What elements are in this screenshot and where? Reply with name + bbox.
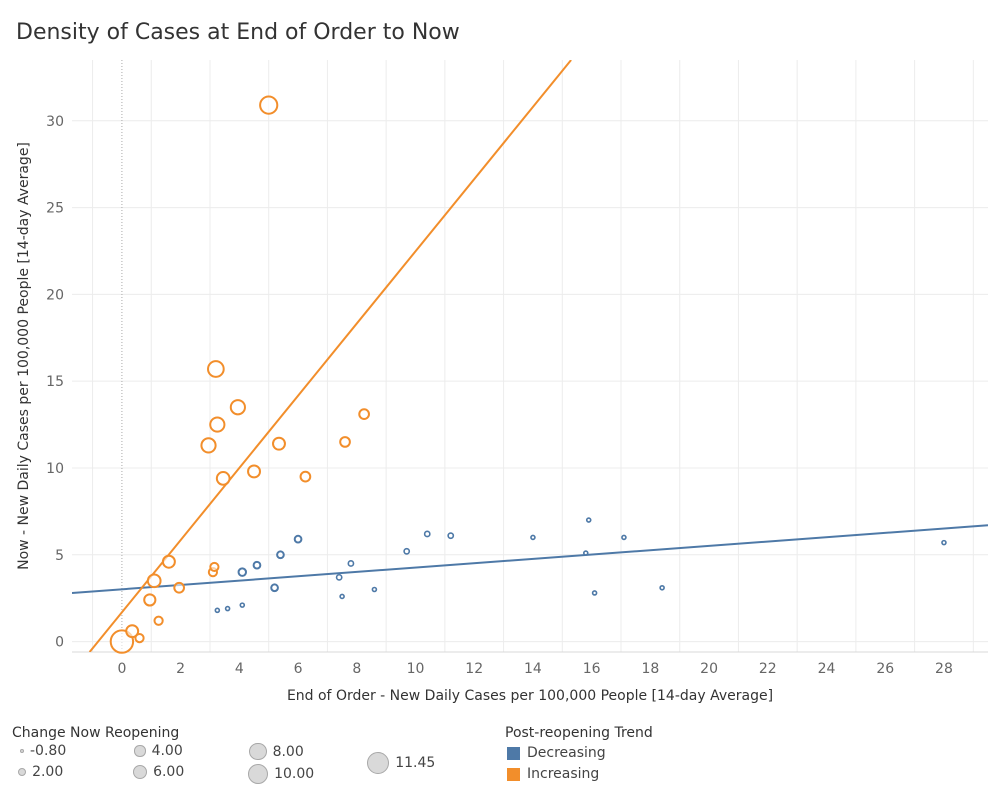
data-point-increasing bbox=[229, 399, 246, 416]
color-legend-label: Decreasing bbox=[527, 745, 606, 761]
data-point-increasing bbox=[215, 471, 231, 486]
data-point-increasing bbox=[161, 554, 176, 569]
data-point-decreasing bbox=[224, 605, 231, 612]
data-point-decreasing bbox=[423, 530, 431, 538]
size-legend-item: 2.00 bbox=[17, 764, 64, 780]
color-legend-item-decreasing: Decreasing bbox=[507, 745, 606, 761]
data-point-increasing bbox=[125, 624, 140, 639]
data-point-increasing bbox=[173, 581, 186, 594]
size-legend-item: 11.45 bbox=[366, 751, 436, 775]
x-tick-label: 16 bbox=[583, 661, 601, 677]
color-legend-label: Increasing bbox=[527, 766, 600, 782]
data-point-decreasing bbox=[585, 517, 592, 523]
y-tick-label: 15 bbox=[46, 374, 64, 390]
size-legend-label: 11.45 bbox=[395, 755, 436, 771]
data-point-decreasing bbox=[237, 567, 248, 577]
y-axis-label: Now - New Daily Cases per 100,000 People… bbox=[16, 142, 32, 570]
size-legend-title: Change Now Reopening bbox=[12, 725, 180, 741]
size-legend-circle bbox=[247, 764, 269, 785]
data-point-increasing bbox=[299, 470, 312, 483]
size-legend-item: -0.80 bbox=[20, 743, 66, 759]
data-point-increasing bbox=[153, 615, 164, 626]
data-point-decreasing bbox=[214, 607, 221, 614]
x-tick-label: 24 bbox=[818, 661, 836, 677]
trend-line-decreasing bbox=[72, 524, 988, 594]
data-point-decreasing bbox=[252, 560, 262, 570]
size-legend-item: 6.00 bbox=[132, 764, 185, 780]
size-legend-label: 8.00 bbox=[272, 743, 304, 760]
trend-line-increasing bbox=[88, 60, 572, 652]
x-tick-label: 6 bbox=[294, 661, 303, 677]
size-legend-label: 2.00 bbox=[32, 764, 64, 780]
size-legend-item: 8.00 bbox=[249, 743, 304, 761]
size-legend-label: 6.00 bbox=[153, 764, 185, 780]
y-tick-label: 0 bbox=[55, 635, 64, 651]
x-axis-label: End of Order - New Daily Cases per 100,0… bbox=[287, 688, 773, 704]
x-tick-label: 10 bbox=[407, 661, 425, 677]
x-tick-label: 12 bbox=[465, 661, 483, 677]
data-point-decreasing bbox=[659, 584, 665, 591]
data-point-increasing bbox=[272, 436, 286, 451]
size-legend-circle bbox=[366, 751, 390, 775]
y-tick-label: 30 bbox=[46, 114, 64, 130]
data-point-increasing bbox=[207, 360, 225, 378]
color-legend-item-increasing: Increasing bbox=[507, 766, 599, 782]
x-tick-label: 8 bbox=[352, 661, 361, 677]
size-legend-label: 4.00 bbox=[151, 743, 183, 759]
data-point-increasing bbox=[358, 408, 370, 421]
data-point-increasing bbox=[259, 95, 279, 115]
data-point-decreasing bbox=[239, 602, 246, 608]
data-point-increasing bbox=[339, 436, 351, 448]
y-tick-label: 5 bbox=[55, 548, 64, 564]
data-point-increasing bbox=[209, 561, 220, 573]
data-point-increasing bbox=[209, 416, 226, 433]
y-tick-label: 25 bbox=[46, 201, 64, 217]
data-point-decreasing bbox=[293, 534, 303, 544]
size-legend-item: 4.00 bbox=[134, 743, 183, 759]
size-legend-label: -0.80 bbox=[30, 743, 67, 759]
x-tick-label: 20 bbox=[700, 661, 718, 677]
data-point-decreasing bbox=[371, 586, 378, 593]
x-tick-label: 0 bbox=[117, 661, 126, 677]
data-point-decreasing bbox=[941, 539, 947, 546]
size-legend-circle bbox=[132, 764, 148, 780]
color-swatch bbox=[507, 746, 520, 760]
x-tick-label: 26 bbox=[876, 661, 894, 677]
x-tick-label: 18 bbox=[641, 661, 659, 677]
x-tick-label: 2 bbox=[176, 661, 185, 677]
size-legend-label: 10.00 bbox=[274, 766, 315, 783]
x-tick-label: 22 bbox=[759, 661, 777, 677]
chart-title: Density of Cases at End of Order to Now bbox=[16, 20, 460, 45]
data-point-decreasing bbox=[447, 532, 455, 540]
x-tick-label: 28 bbox=[935, 661, 953, 677]
data-point-decreasing bbox=[335, 573, 343, 581]
size-legend-circle bbox=[17, 767, 27, 777]
x-tick-label: 4 bbox=[235, 661, 244, 677]
y-tick-label: 20 bbox=[46, 287, 64, 303]
data-point-increasing bbox=[146, 573, 162, 589]
data-point-increasing bbox=[134, 633, 145, 644]
data-point-decreasing bbox=[621, 534, 627, 541]
data-point-increasing bbox=[143, 593, 157, 607]
color-legend-title: Post-reopening Trend bbox=[505, 725, 653, 741]
data-point-decreasing bbox=[276, 550, 285, 560]
data-point-increasing bbox=[200, 437, 217, 454]
data-point-decreasing bbox=[530, 534, 536, 541]
data-point-decreasing bbox=[582, 550, 589, 556]
data-point-decreasing bbox=[339, 593, 345, 600]
data-point-increasing bbox=[247, 464, 262, 479]
size-legend-circle bbox=[134, 745, 146, 757]
data-point-decreasing bbox=[591, 590, 598, 596]
color-swatch bbox=[507, 767, 520, 781]
data-point-decreasing bbox=[347, 560, 355, 567]
data-point-decreasing bbox=[403, 547, 411, 555]
x-tick-label: 14 bbox=[524, 661, 542, 677]
data-point-decreasing bbox=[270, 583, 279, 593]
size-legend-item: 10.00 bbox=[247, 764, 315, 785]
size-legend-circle bbox=[20, 749, 24, 753]
y-tick-label: 10 bbox=[46, 461, 64, 477]
size-legend-circle bbox=[249, 743, 267, 761]
